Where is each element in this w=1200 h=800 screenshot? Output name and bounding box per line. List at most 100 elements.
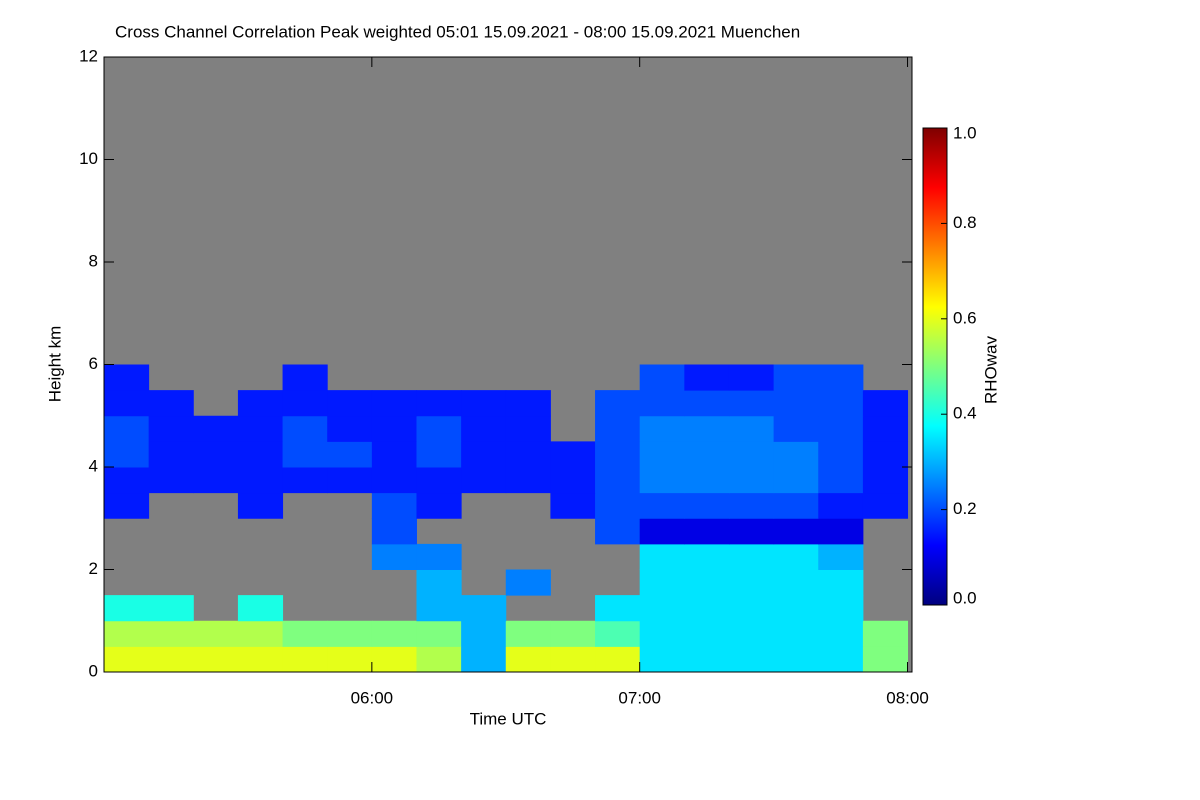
heatmap-cell	[505, 620, 551, 647]
heatmap-cell	[639, 569, 685, 596]
heatmap-cell	[862, 390, 909, 417]
y-tick-label: 4	[89, 456, 98, 475]
heatmap-cell	[237, 415, 284, 442]
heatmap-cell	[818, 415, 864, 442]
heatmap-cell	[148, 620, 194, 647]
heatmap-cell	[282, 620, 328, 647]
heatmap-cell	[684, 543, 730, 570]
heatmap-cell	[773, 595, 819, 622]
heatmap-cell	[728, 441, 775, 468]
heatmap-cell	[818, 646, 864, 673]
heatmap-cell	[773, 364, 819, 391]
heatmap-cell	[595, 492, 641, 519]
heatmap-cell	[684, 364, 730, 391]
heatmap-cell	[193, 441, 239, 468]
heatmap-cell	[818, 620, 864, 647]
heatmap-cell	[416, 441, 462, 468]
x-tick-label: 06:00	[351, 688, 394, 707]
heatmap-cell	[327, 441, 373, 468]
heatmap-cell	[639, 595, 685, 622]
heatmap-cell	[773, 620, 819, 647]
heatmap-cell	[595, 441, 641, 468]
heatmap-cell	[461, 620, 507, 647]
heatmap-cell	[282, 646, 328, 673]
colorbar-tick-label: 0.8	[953, 213, 977, 232]
heatmap-cell	[728, 569, 775, 596]
heatmap-cell	[684, 467, 730, 494]
heatmap-cell	[595, 390, 641, 417]
heatmap-cell	[639, 620, 685, 647]
heatmap-cell	[371, 646, 417, 673]
heatmap-cell	[684, 390, 730, 417]
heatmap-cell	[728, 364, 775, 391]
heatmap-cell	[818, 518, 864, 545]
heatmap-cell	[148, 595, 194, 622]
heatmap-cell	[371, 492, 417, 519]
heatmap-cell	[773, 518, 819, 545]
heatmap-cell	[728, 467, 775, 494]
heatmap-cell	[104, 646, 150, 673]
heatmap-cell	[818, 569, 864, 596]
heatmap-cell	[237, 390, 284, 417]
y-tick-label: 2	[89, 559, 98, 578]
heatmap-cell	[237, 620, 284, 647]
heatmap-cell	[148, 441, 194, 468]
heatmap-cell	[327, 620, 373, 647]
heatmap-cell	[639, 646, 685, 673]
heatmap-cell	[684, 415, 730, 442]
heatmap-cell	[505, 646, 551, 673]
heatmap-cell	[327, 415, 373, 442]
heatmap-cell	[505, 467, 551, 494]
y-tick-label: 10	[79, 149, 98, 168]
heatmap-cell	[684, 492, 730, 519]
heatmap-cell	[282, 390, 328, 417]
heatmap-cell	[639, 467, 685, 494]
heatmap-cell	[104, 441, 150, 468]
heatmap-cell	[684, 518, 730, 545]
heatmap-cell	[639, 518, 685, 545]
x-tick-label: 08:00	[886, 688, 929, 707]
heatmap-cell	[371, 467, 417, 494]
heatmap-cell	[148, 415, 194, 442]
heatmap-cell	[862, 492, 909, 519]
heatmap-cell	[862, 441, 909, 468]
heatmap-cell	[327, 646, 373, 673]
heatmap-cell	[550, 441, 596, 468]
heatmap-cell	[371, 543, 417, 570]
heatmap-cell	[193, 620, 239, 647]
heatmap-cell	[505, 415, 551, 442]
heatmap-cell	[416, 620, 462, 647]
heatmap-cell	[104, 467, 150, 494]
chart-title: Cross Channel Correlation Peak weighted …	[115, 22, 800, 41]
heatmap-cell	[371, 390, 417, 417]
heatmap-cell	[639, 543, 685, 570]
heatmap-cell	[773, 390, 819, 417]
heatmap-cell	[639, 492, 685, 519]
y-tick-label: 0	[89, 661, 98, 680]
heatmap-cell	[416, 492, 462, 519]
heatmap-cell	[148, 646, 194, 673]
heatmap-cell	[728, 492, 775, 519]
heatmap-cell	[818, 543, 864, 570]
heatmap-cell	[104, 620, 150, 647]
heatmap-cell	[371, 620, 417, 647]
heatmap-cell	[818, 441, 864, 468]
heatmap-cell	[371, 441, 417, 468]
heatmap-cell	[818, 364, 864, 391]
heatmap-cell	[684, 441, 730, 468]
heatmap-cell	[282, 441, 328, 468]
heatmap-cell	[595, 646, 641, 673]
heatmap-cell	[773, 441, 819, 468]
heatmap-cell	[104, 390, 150, 417]
heatmap-cell	[862, 620, 909, 647]
heatmap-cell	[193, 467, 239, 494]
heatmap-cell	[728, 390, 775, 417]
heatmap-cell	[461, 595, 507, 622]
heatmap-cell	[416, 569, 462, 596]
colorbar-tick-label: 0.0	[953, 588, 977, 607]
heatmap-cell	[550, 492, 596, 519]
heatmap-cell	[371, 518, 417, 545]
heatmap-cell	[818, 390, 864, 417]
heatmap-cell	[684, 595, 730, 622]
heatmap-cell	[595, 620, 641, 647]
